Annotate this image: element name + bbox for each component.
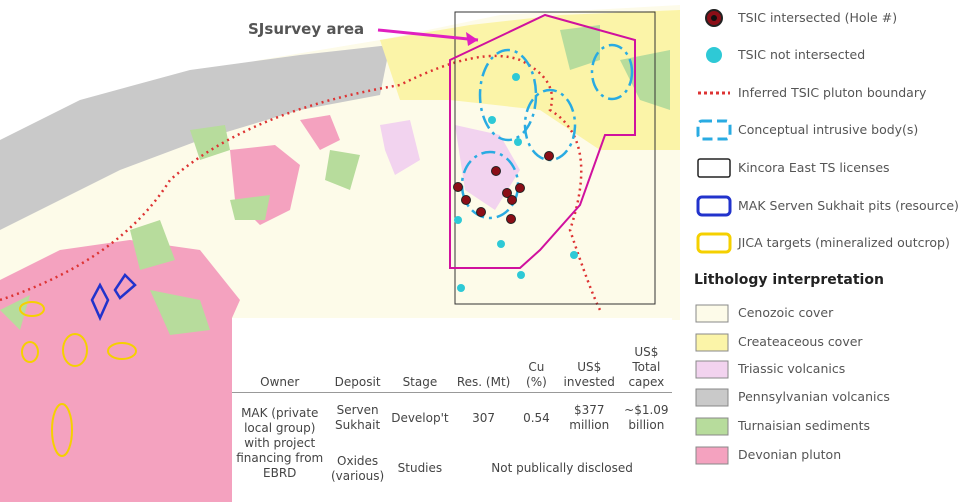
- legend-item: TSIC not intersected: [738, 47, 866, 62]
- tsic-not: [454, 73, 578, 292]
- cell: Not publically disclosed: [491, 461, 633, 476]
- cell: Oxides (various): [330, 453, 385, 483]
- cell: Serven Sukhait: [335, 403, 381, 433]
- header: Deposit: [327, 318, 388, 393]
- cell: $377 million: [569, 403, 610, 433]
- legend-item: MAK Serven Sukhait pits (resource): [738, 198, 959, 213]
- legend-item: JICA targets (mineralized outcrop): [738, 235, 950, 250]
- legend: TSIC intersected (Hole #) TSIC not inter…: [690, 0, 960, 502]
- mak-pits: [90, 273, 137, 322]
- devonian: [0, 240, 240, 502]
- header: Res. (Mt): [452, 318, 516, 393]
- tsic-hit: [453, 151, 554, 224]
- legend-item: TSIC intersected (Hole #): [738, 10, 898, 25]
- triassic: [380, 120, 520, 210]
- cell: Develop't: [391, 410, 449, 425]
- header: Stage: [387, 318, 453, 393]
- lithology-item: Pennsylvanian volcanics: [738, 389, 890, 404]
- lithology-item: Turnaisian sediments: [738, 418, 870, 433]
- header-row: Owner Deposit Stage Res. (Mt) Cu (%) US$…: [232, 318, 672, 393]
- cell: MAK (private local group) with project f…: [236, 406, 324, 480]
- arrowhead: [466, 32, 478, 46]
- arrow: [377, 28, 479, 42]
- lithology-item: Devonian pluton: [738, 447, 842, 462]
- cell: 307: [472, 410, 496, 425]
- jica-targets: [19, 301, 137, 457]
- cell: 0.54: [523, 410, 550, 425]
- lithology-item: Triassic volcanics: [738, 361, 846, 376]
- license: [454, 11, 656, 305]
- row: MAK (private local group) with project f…: [232, 393, 672, 480]
- map: SJsurvey area: [0, 5, 680, 502]
- legend-icons: [695, 9, 732, 465]
- legend-item: Inferred TSIC pluton boundary: [738, 85, 927, 100]
- turnaisian: [0, 25, 670, 335]
- header: US$ invested: [557, 318, 621, 393]
- annotation: SJsurvey area: [248, 20, 364, 38]
- header: Owner: [232, 318, 328, 393]
- row: Oxides (various) Studies Not publically …: [232, 444, 672, 494]
- header: US$ Total capex: [620, 318, 672, 393]
- survey-area: [449, 13, 636, 269]
- deposit-table: Owner Deposit Stage Res. (Mt) Cu (%) US$…: [232, 318, 672, 494]
- cell: Studies: [397, 461, 443, 476]
- lithology-item: Createaceous cover: [738, 334, 863, 349]
- lithology-item: Cenozoic cover: [738, 305, 834, 320]
- legend-item: Conceptual intrusive body(s): [738, 122, 919, 137]
- header: Cu (%): [515, 318, 558, 393]
- lithology-title: Lithology interpretation: [694, 272, 884, 288]
- cell: ~$1.09 billion: [624, 403, 669, 433]
- legend-item: Kincora East TS licenses: [738, 160, 890, 175]
